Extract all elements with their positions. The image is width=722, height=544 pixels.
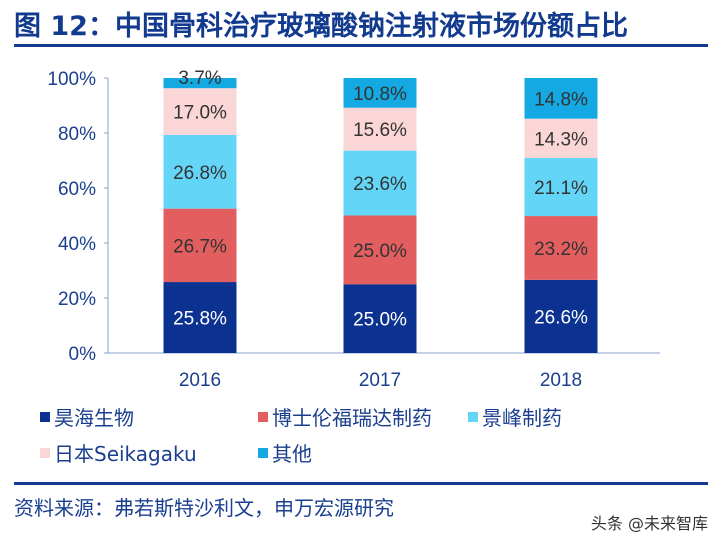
y-tick-label: 80%	[58, 124, 96, 145]
bar-segment	[524, 279, 598, 353]
x-tick-label: 2017	[359, 370, 401, 391]
bar-segment	[163, 208, 237, 283]
footer-rule	[14, 482, 708, 485]
y-tick-label: 100%	[47, 69, 96, 90]
bar-segment	[343, 150, 417, 216]
data-label: 25.8%	[173, 309, 227, 330]
legend-label: 景峰制药	[482, 406, 562, 430]
watermark: 头条 @未来智库	[590, 514, 708, 533]
bar-segment	[343, 284, 417, 353]
data-label: 25.0%	[353, 310, 407, 331]
bar-segment	[343, 107, 417, 151]
y-tick-label: 0%	[69, 344, 97, 365]
bar-segment	[524, 78, 598, 119]
data-label: 14.8%	[534, 89, 588, 110]
bar-segment	[524, 118, 598, 159]
legend-swatch	[40, 411, 50, 422]
legend-label: 昊海生物	[54, 406, 134, 430]
legend-item: 日本Seikagaku	[40, 438, 197, 467]
data-label: 25.0%	[353, 241, 407, 262]
figure-title: 图 12：中国骨科治疗玻璃酸钠注射液市场份额占比	[14, 11, 628, 42]
x-tick-label: 2016	[179, 370, 221, 391]
source-note: 资料来源：弗若斯特沙利文，申万宏源研究	[14, 496, 394, 520]
bar-segment	[524, 158, 598, 217]
y-tick-label: 60%	[58, 179, 96, 200]
legend-item: 景峰制药	[468, 402, 562, 431]
y-tick-label: 40%	[58, 234, 96, 255]
data-label: 21.1%	[534, 178, 588, 199]
data-label: 17.0%	[173, 103, 227, 124]
legend-label: 博士伦福瑞达制药	[272, 406, 432, 430]
legend-item: 其他	[258, 438, 312, 467]
data-label: 23.2%	[534, 239, 588, 260]
data-label: 15.6%	[353, 120, 407, 141]
legend-swatch	[40, 447, 50, 458]
bar-segment	[343, 78, 417, 108]
legend-item: 昊海生物	[40, 402, 134, 431]
data-label: 14.3%	[534, 129, 588, 150]
x-tick-label: 2018	[540, 370, 582, 391]
bar-segment	[163, 78, 237, 89]
data-label: 3.7%	[178, 68, 221, 89]
data-label: 26.6%	[534, 307, 588, 328]
legend-swatch	[468, 411, 478, 422]
y-tick-label: 20%	[58, 289, 96, 310]
data-label: 26.8%	[173, 163, 227, 184]
legend-swatch	[258, 447, 268, 458]
legend-swatch	[258, 411, 268, 422]
legend-item: 博士伦福瑞达制药	[258, 402, 432, 431]
bar-segment	[163, 88, 237, 135]
bar-segment	[163, 282, 237, 353]
title-rule	[14, 44, 708, 47]
bar-segment	[163, 134, 237, 209]
bar-segment	[343, 215, 417, 285]
stacked-bar-chart: 0% 20% 40% 60% 80% 100% 2016 25.8% 26.7% 26.8% 17.…	[47, 68, 660, 391]
bar-segment	[524, 216, 598, 280]
legend-label: 其他	[272, 442, 312, 466]
data-label: 23.6%	[353, 174, 407, 195]
data-label: 10.8%	[353, 84, 407, 105]
data-label: 26.7%	[173, 236, 227, 257]
legend-label: 日本Seikagaku	[54, 442, 197, 466]
